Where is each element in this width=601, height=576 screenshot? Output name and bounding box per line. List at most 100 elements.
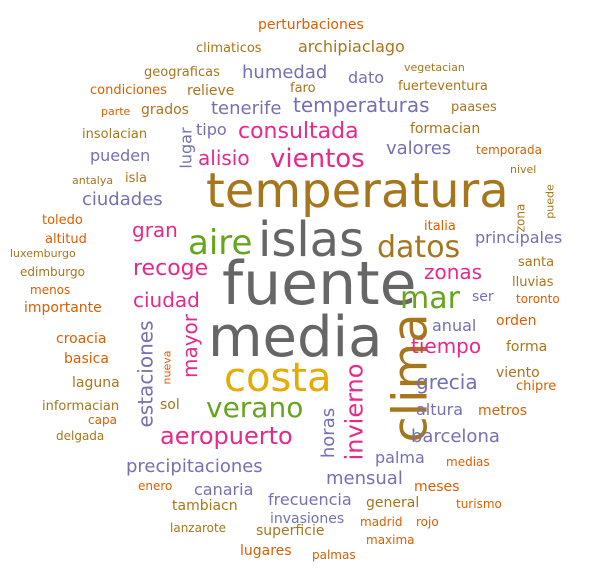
word-turismo: turismo bbox=[456, 497, 502, 511]
word-datos: datos bbox=[377, 230, 461, 265]
word-temperaturas: temperaturas bbox=[293, 93, 430, 117]
word-dato: dato bbox=[348, 68, 385, 87]
word-tambiacn: tambiacn bbox=[172, 498, 238, 514]
word-nivel: nivel bbox=[510, 163, 537, 176]
word-italia: italia bbox=[424, 219, 456, 234]
word-general: general bbox=[366, 495, 420, 511]
word-fuerteventura: fuerteventura bbox=[398, 79, 488, 94]
word-zona: zona bbox=[513, 203, 528, 233]
word-puede: puede bbox=[543, 184, 557, 219]
word-capa: capa bbox=[88, 413, 117, 427]
word-relieve: relieve bbox=[187, 83, 235, 99]
word-media: media bbox=[208, 305, 383, 370]
word-temporada: temporada bbox=[476, 143, 542, 157]
word-luxemburgo: luxemburgo bbox=[10, 247, 76, 260]
word-parte: parte bbox=[101, 105, 131, 118]
word-santa: santa bbox=[518, 255, 555, 270]
word-lluvias: lluvias bbox=[512, 275, 554, 290]
word-ciudad: ciudad bbox=[133, 288, 200, 312]
word-orden: orden bbox=[496, 313, 537, 329]
word-ser: ser bbox=[472, 289, 494, 305]
word-enero: enero bbox=[138, 479, 173, 493]
word-mar: mar bbox=[400, 281, 460, 316]
word-nueva: nueva bbox=[160, 350, 174, 385]
word-toronto: toronto bbox=[516, 292, 560, 306]
word-valores: valores bbox=[386, 138, 452, 159]
word-canaria: canaria bbox=[194, 480, 254, 499]
word-altitud: altitud bbox=[45, 232, 87, 247]
word-tenerife: tenerife bbox=[211, 98, 282, 119]
word-islas: islas bbox=[258, 212, 365, 268]
word-vegetacian: vegetacian bbox=[404, 61, 465, 74]
word-fuente: fuente bbox=[222, 249, 417, 319]
word-lugares: lugares bbox=[240, 543, 292, 559]
word-vientos: vientos bbox=[270, 144, 365, 174]
word-superficie: superficie bbox=[256, 523, 325, 539]
word-formacian: formacian bbox=[410, 121, 481, 137]
word-paases: paases bbox=[451, 100, 497, 115]
word-temperatura: temperatura bbox=[206, 163, 509, 219]
word-palma: palma bbox=[375, 448, 425, 467]
word-mayor: mayor bbox=[178, 313, 203, 379]
word-faro: faro bbox=[290, 81, 316, 96]
word-grados: grados bbox=[141, 102, 189, 118]
word-maxima: maxima bbox=[366, 533, 415, 547]
word-toledo: toledo bbox=[42, 213, 83, 228]
word-verano: verano bbox=[206, 391, 304, 424]
word-insolacian: insolacian bbox=[82, 127, 148, 142]
word-viento: viento bbox=[496, 365, 540, 381]
word-croacia: croacia bbox=[56, 331, 107, 347]
word-perturbaciones: perturbaciones bbox=[258, 17, 364, 33]
word-altura: altura bbox=[416, 400, 464, 419]
word-madrid-rojo: madrid bbox=[360, 515, 403, 529]
word-chipre: chipre bbox=[516, 379, 557, 394]
word-basica: basica bbox=[64, 351, 109, 367]
word-ciudades: ciudades bbox=[82, 189, 163, 210]
word-anual: anual bbox=[432, 316, 477, 335]
word-humedad: humedad bbox=[242, 62, 328, 83]
word-metros: metros bbox=[478, 403, 528, 419]
word-palmas: palmas bbox=[312, 548, 356, 562]
word-condiciones: condiciones bbox=[90, 83, 167, 98]
word-recoge: recoge bbox=[133, 256, 209, 281]
word-barcelona: barcelona bbox=[411, 426, 500, 447]
word-horas: horas bbox=[318, 407, 340, 459]
word-frecuencia: frecuencia bbox=[268, 490, 352, 509]
word-principales: principales bbox=[475, 228, 563, 247]
word-aire: aire bbox=[188, 223, 253, 263]
word-alisio: alisio bbox=[198, 146, 250, 170]
word-archipiaclago: archipiaclago bbox=[298, 37, 405, 56]
word-geograficas: geograficas bbox=[144, 65, 220, 80]
word-laguna: laguna bbox=[72, 375, 120, 391]
word-precipitaciones: precipitaciones bbox=[126, 456, 263, 477]
word-meses: meses bbox=[414, 479, 460, 495]
word-grecia: grecia bbox=[416, 370, 478, 394]
word-informacian: informacian bbox=[42, 399, 120, 414]
word-delgada: delgada bbox=[56, 429, 105, 443]
word-climaticos: climaticos bbox=[196, 41, 262, 56]
word-aeropuerto: aeropuerto bbox=[160, 422, 293, 450]
word-forma: forma bbox=[506, 339, 548, 355]
word-lugar: lugar bbox=[176, 127, 196, 169]
word-importante: importante bbox=[24, 300, 102, 316]
word-pueden: pueden bbox=[90, 146, 151, 165]
word-gran: gran bbox=[132, 218, 178, 242]
word-medias: medias bbox=[446, 455, 490, 469]
word-tipo: tipo bbox=[196, 120, 227, 139]
word-mensual: mensual bbox=[326, 468, 403, 489]
word-antalya: antalya bbox=[72, 174, 114, 187]
word-isla: isla bbox=[125, 171, 147, 186]
word-estaciones: estaciones bbox=[133, 320, 158, 428]
word-invasiones: invasiones bbox=[270, 511, 345, 527]
word-zonas: zonas bbox=[424, 260, 483, 284]
word-tiempo: tiempo bbox=[411, 334, 482, 358]
word-menos: menos bbox=[30, 283, 71, 297]
word-lanzarote: lanzarote bbox=[170, 521, 227, 535]
word-invierno: invierno bbox=[340, 363, 369, 461]
word-rojo: rojo bbox=[416, 515, 439, 529]
word-sol: sol bbox=[160, 397, 180, 413]
word-consultada: consultada bbox=[238, 119, 359, 144]
word-costa: costa bbox=[224, 355, 332, 401]
word-edimburgo: edimburgo bbox=[20, 265, 85, 279]
